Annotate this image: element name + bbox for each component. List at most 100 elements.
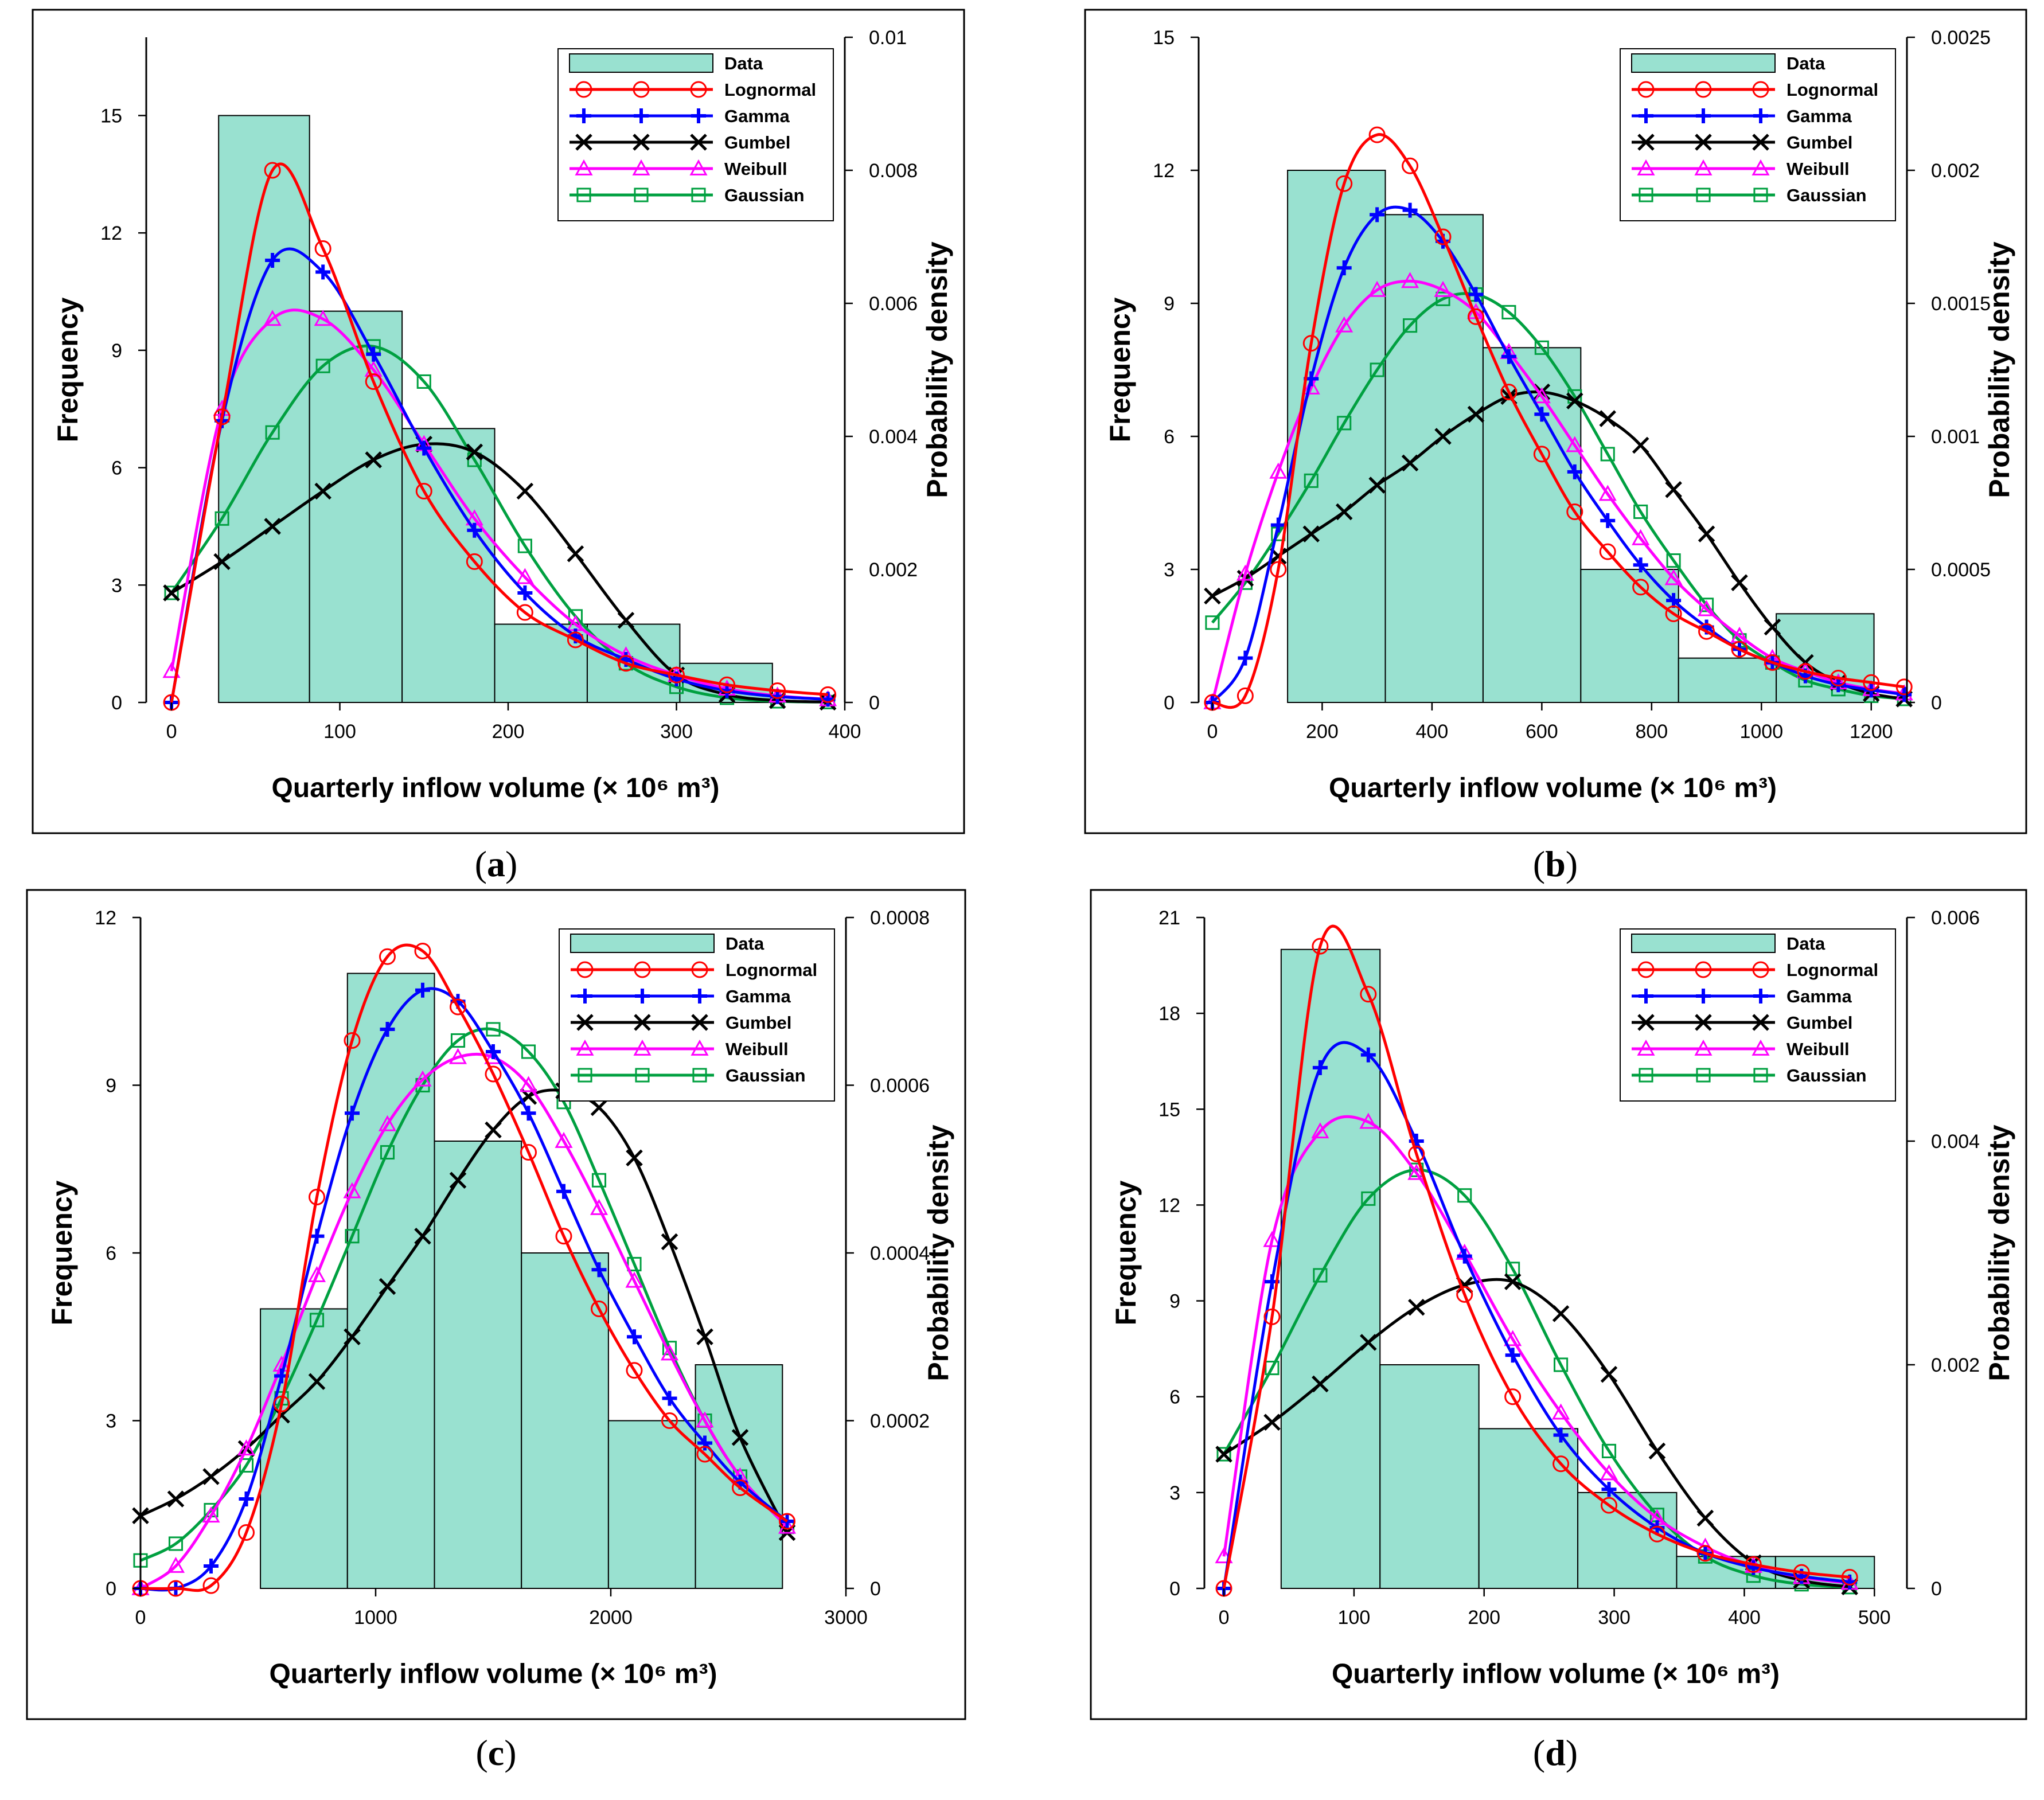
legend-label-gumbel: Gumbel xyxy=(725,1013,791,1033)
legend-marker-gamma xyxy=(578,989,592,1004)
gumbel-point xyxy=(1696,1509,1714,1527)
lognormal-point xyxy=(617,655,634,672)
gamma-point xyxy=(662,1391,677,1406)
legend-marker-weibull xyxy=(691,1039,709,1056)
gamma-point xyxy=(416,440,432,456)
lognormal-point xyxy=(238,1524,255,1541)
weibull-point xyxy=(378,1115,397,1131)
gumbel-point xyxy=(626,1149,643,1167)
gumbel-point xyxy=(1312,1375,1329,1393)
gamma-point xyxy=(239,1491,254,1506)
gaussian-point xyxy=(1313,1268,1328,1283)
weibull-point xyxy=(555,1131,573,1148)
lognormal-point xyxy=(516,604,533,621)
caption-b: (b) xyxy=(1532,844,1578,884)
weibull-point xyxy=(696,1411,714,1428)
legend-label-gaussian: Gaussian xyxy=(724,185,805,205)
weibull-point xyxy=(1698,600,1716,616)
x-tick-label: 1000 xyxy=(1739,721,1783,743)
gaussian-point xyxy=(1601,1443,1617,1458)
y-tick-label: 9 xyxy=(111,340,122,362)
y-tick-label: 3 xyxy=(111,575,122,596)
gamma-point xyxy=(1534,407,1550,422)
gamma-point xyxy=(1312,1060,1328,1075)
lognormal-point xyxy=(365,373,382,390)
gaussian-point xyxy=(1361,1191,1376,1206)
legend-label-gaussian: Gaussian xyxy=(725,1065,806,1086)
fit-curves xyxy=(1215,924,1859,1597)
gaussian-point xyxy=(627,1256,642,1272)
gamma-point xyxy=(467,522,482,538)
gaussian-point xyxy=(486,1022,501,1037)
legend-marker-weibull xyxy=(633,1039,652,1056)
lognormal-curve xyxy=(140,943,788,1592)
y-axis-label: Frequency xyxy=(1110,1180,1142,1325)
weibull-point xyxy=(1552,1403,1570,1420)
y-tick-label: 18 xyxy=(1158,1003,1180,1025)
lognormal-point xyxy=(1467,308,1484,325)
legend-marker-gamma xyxy=(1753,108,1768,123)
gumbel-point xyxy=(1215,1446,1232,1463)
histogram-bar xyxy=(1478,1428,1579,1590)
gaussian-curve xyxy=(139,1027,789,1562)
lognormal-point xyxy=(273,1395,290,1412)
histogram-bar xyxy=(260,1308,348,1589)
gaussian-point xyxy=(1534,340,1549,355)
histogram-bar xyxy=(218,115,310,703)
legend-marker-lognormal xyxy=(1752,81,1769,98)
legend-marker-weibull xyxy=(576,1039,594,1056)
legend-marker-weibull xyxy=(689,159,708,175)
gaussian-point xyxy=(1205,615,1220,630)
panel-c: 0 1000 2000 3000 0 3 6 9 12 0 0.0002 0.0004 0.0006 0.… xyxy=(26,889,966,1720)
y-tick-label: 21 xyxy=(1158,907,1180,929)
weibull-curve xyxy=(139,1052,789,1590)
gamma-point xyxy=(1666,593,1682,608)
y-tick-label: 9 xyxy=(1164,293,1175,315)
weibull-point xyxy=(1263,1231,1281,1247)
legend-marker-gumbel xyxy=(691,1014,708,1031)
legend-marker-lognormal xyxy=(1637,81,1655,98)
y2-tick-label: 0 xyxy=(870,1578,881,1600)
gaussian-point xyxy=(450,1033,466,1048)
gumbel-point xyxy=(731,1428,749,1446)
histogram-bar xyxy=(1379,1364,1480,1589)
y2-axis-label: Probability density xyxy=(922,1124,954,1381)
lognormal-point xyxy=(1500,384,1518,401)
legend-marker-lognormal xyxy=(1695,961,1712,978)
legend-marker-weibull xyxy=(1694,1039,1713,1056)
gaussian-point xyxy=(315,358,330,373)
gaussian-point xyxy=(521,1044,536,1059)
gumbel-point xyxy=(213,553,231,571)
weibull-point xyxy=(307,1266,326,1282)
caption-c: (c) xyxy=(475,1732,517,1773)
legend-label-gaussian: Gaussian xyxy=(1786,1065,1867,1086)
legend-marker-gaussian xyxy=(576,188,591,202)
lognormal-point xyxy=(1599,543,1616,560)
histogram-bar xyxy=(1678,657,1777,703)
legend-label-gamma: Gamma xyxy=(724,106,790,126)
legend-marker-gaussian xyxy=(1753,188,1768,202)
y-tick-label: 9 xyxy=(1169,1291,1180,1313)
weibull-point xyxy=(1236,564,1254,581)
weibull-point xyxy=(414,1070,432,1087)
y2-tick-label: 0.0006 xyxy=(870,1075,930,1097)
lognormal-point xyxy=(485,1065,502,1083)
y2-tick-label: 0 xyxy=(1931,1578,1942,1600)
gumbel-point xyxy=(1401,454,1419,472)
axes: 0 200 400 600 800 1000 1200 0 3 6 9 12 15 0 0.0005 0.00… xyxy=(1153,27,1991,743)
lognormal-point xyxy=(769,682,786,700)
legend-marker-lognormal xyxy=(690,81,707,98)
y-tick-label: 0 xyxy=(106,1578,116,1600)
gumbel-point xyxy=(414,1227,431,1245)
legend-marker-gamma xyxy=(1639,108,1653,123)
y2-axis-label: Probability density xyxy=(921,241,953,498)
y2-tick-label: 0.0002 xyxy=(870,1411,930,1432)
figure-frame xyxy=(1084,9,2027,834)
axes: 0 1000 2000 300003691200.00020.00040.00060.… xyxy=(95,907,930,1629)
weibull-point xyxy=(1311,1122,1329,1139)
gaussian-point xyxy=(1216,1447,1231,1462)
legend-box xyxy=(1620,48,1896,221)
lognormal-point xyxy=(1863,674,1880,691)
weibull-point xyxy=(343,1182,361,1198)
gamma-point xyxy=(1567,464,1582,479)
